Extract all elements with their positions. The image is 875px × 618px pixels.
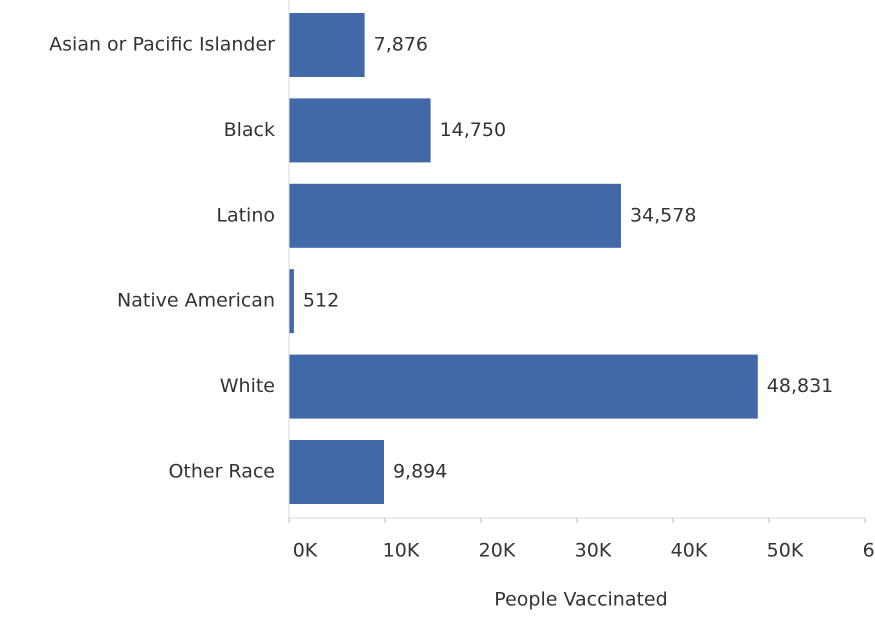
- bars-layer: [289, 13, 758, 504]
- value-label: 7,876: [374, 34, 428, 56]
- x-tick-label: 60K: [863, 540, 875, 562]
- x-axis: 0K 10K 20K 30K 40K 50K 60K: [288, 517, 875, 562]
- category-label: Native American: [117, 290, 275, 312]
- bar: [289, 98, 431, 163]
- category-label: Asian or Pacific Islander: [49, 34, 275, 56]
- category-label: Other Race: [168, 461, 275, 483]
- x-axis-title: People Vaccinated: [494, 589, 667, 611]
- bar: [289, 440, 384, 504]
- value-label: 9,894: [393, 461, 447, 483]
- x-tick-label: 20K: [479, 540, 516, 562]
- bar: [289, 183, 621, 248]
- x-tick-label: 10K: [383, 540, 420, 562]
- value-label: 14,750: [440, 119, 506, 141]
- value-label: 48,831: [767, 375, 833, 397]
- bar: [289, 354, 758, 419]
- category-label: Black: [224, 119, 275, 141]
- value-label: 512: [303, 290, 339, 312]
- labels-layer: Asian or Pacific Islander 7,876 Black 14,75…: [49, 34, 833, 483]
- category-label: White: [220, 375, 275, 397]
- bar: [289, 13, 365, 77]
- x-tick-label: 30K: [575, 540, 612, 562]
- x-tick-label: 0K: [293, 540, 318, 562]
- x-tick-label: 50K: [767, 540, 804, 562]
- x-tick-label: 40K: [671, 540, 708, 562]
- value-label: 34,578: [630, 204, 696, 226]
- bar: [289, 269, 294, 334]
- category-label: Latino: [216, 204, 275, 226]
